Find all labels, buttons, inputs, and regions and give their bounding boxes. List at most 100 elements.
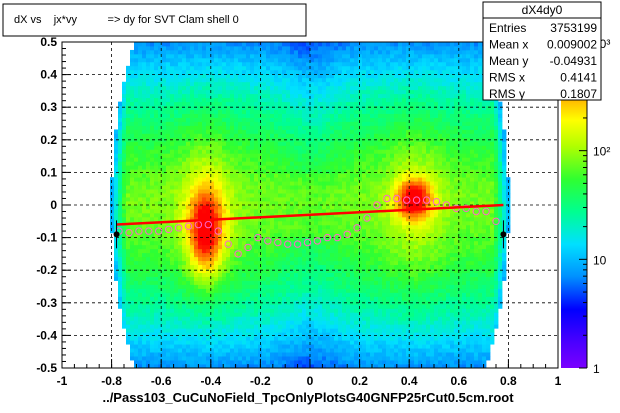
heatmap-cell	[206, 49, 211, 55]
heatmap-cell	[138, 284, 143, 289]
heatmap-cell	[310, 205, 315, 210]
heatmap-cell	[214, 344, 219, 349]
heatmap-cell	[166, 65, 171, 71]
heatmap-cell	[146, 185, 151, 190]
heatmap-cell	[274, 145, 279, 150]
heatmap-cell	[182, 248, 187, 254]
heatmap-cell	[322, 149, 327, 154]
heatmap-cell	[142, 268, 147, 273]
heatmap-cell	[210, 157, 215, 162]
heatmap-cell	[178, 364, 183, 368]
heatmap-cell	[290, 169, 295, 174]
heatmap-cell	[358, 189, 363, 194]
heatmap-cell	[178, 205, 183, 210]
heatmap-cell	[162, 344, 167, 349]
heatmap-cell	[142, 173, 147, 178]
heatmap-cell	[182, 336, 187, 341]
heatmap-cell	[166, 173, 171, 178]
heatmap-cell	[126, 181, 131, 186]
heatmap-cell	[334, 57, 339, 63]
heatmap-cell	[154, 236, 159, 242]
heatmap-cell	[190, 153, 195, 158]
heatmap-cell	[138, 49, 143, 55]
heatmap-cell	[310, 189, 315, 194]
heatmap-cell	[222, 248, 227, 254]
heatmap-cell	[338, 145, 343, 150]
heatmap-cell	[198, 85, 203, 91]
heatmap-cell	[230, 224, 235, 230]
heatmap-cell	[270, 121, 275, 126]
heatmap-cell	[210, 340, 215, 345]
heatmap-cell	[342, 212, 347, 218]
heatmap-cell	[202, 264, 207, 270]
heatmap-cell	[358, 85, 363, 91]
heatmap-cell	[306, 348, 311, 353]
heatmap-cell	[334, 161, 339, 166]
heatmap-cell	[230, 212, 235, 218]
heatmap-cell	[186, 141, 191, 146]
heatmap-cell	[214, 173, 219, 178]
heatmap-cell	[274, 89, 279, 95]
heatmap-cell	[198, 169, 203, 174]
heatmap-cell	[194, 280, 199, 285]
heatmap-cell	[162, 49, 167, 55]
heatmap-cell	[318, 205, 323, 210]
heatmap-cell	[318, 185, 323, 190]
heatmap-cell	[246, 336, 251, 341]
heatmap-cell	[338, 141, 343, 146]
heatmap-cell	[302, 276, 307, 281]
heatmap-cell	[214, 129, 219, 134]
heatmap-cell	[130, 169, 135, 174]
heatmap-cell	[346, 348, 351, 353]
heatmap-cell	[230, 272, 235, 277]
heatmap-cell	[302, 125, 307, 130]
heatmap-cell	[190, 284, 195, 289]
heatmap-cell	[294, 65, 299, 71]
heatmap-cell	[158, 85, 163, 91]
heatmap-cell	[234, 185, 239, 190]
heatmap-cell	[246, 220, 251, 226]
heatmap-cell	[142, 236, 147, 242]
heatmap-cell	[154, 348, 159, 353]
heatmap-cell	[254, 97, 259, 103]
heatmap-cell	[334, 185, 339, 190]
heatmap-cell	[246, 165, 251, 170]
heatmap-cell	[150, 332, 155, 337]
heatmap-cell	[154, 173, 159, 178]
heatmap-cell	[266, 344, 271, 349]
heatmap-cell	[250, 205, 255, 210]
heatmap-cell	[350, 348, 355, 353]
heatmap-cell	[270, 205, 275, 210]
heatmap-cell	[234, 105, 239, 110]
heatmap-cell	[290, 125, 295, 130]
heatmap-cell	[162, 201, 167, 206]
heatmap-cell	[338, 169, 343, 174]
heatmap-cell	[154, 93, 159, 99]
heatmap-cell	[162, 340, 167, 345]
heatmap-cell	[306, 280, 311, 285]
heatmap-cell	[338, 340, 343, 345]
heatmap-cell	[330, 205, 335, 210]
heatmap-cell	[334, 105, 339, 110]
heatmap-cell	[346, 93, 351, 99]
heatmap-cell	[338, 77, 343, 83]
heatmap-cell	[158, 93, 163, 99]
heatmap-cell	[138, 149, 143, 154]
heatmap-cell	[250, 53, 255, 59]
heatmap-cell	[298, 141, 303, 146]
heatmap-cell	[302, 121, 307, 126]
heatmap-cell	[302, 161, 307, 166]
heatmap-cell	[162, 336, 167, 341]
heatmap-cell	[166, 260, 171, 266]
heatmap-cell	[122, 256, 127, 262]
heatmap-cell	[350, 212, 355, 218]
heatmap-cell	[154, 360, 159, 365]
heatmap-cell	[170, 105, 175, 110]
heatmap-cell	[194, 316, 199, 321]
heatmap-cell	[270, 42, 275, 47]
heatmap-cell	[310, 324, 315, 329]
heatmap-cell	[146, 109, 151, 114]
heatmap-cell	[118, 292, 123, 297]
heatmap-cell	[194, 232, 199, 238]
heatmap-cell	[138, 165, 143, 170]
